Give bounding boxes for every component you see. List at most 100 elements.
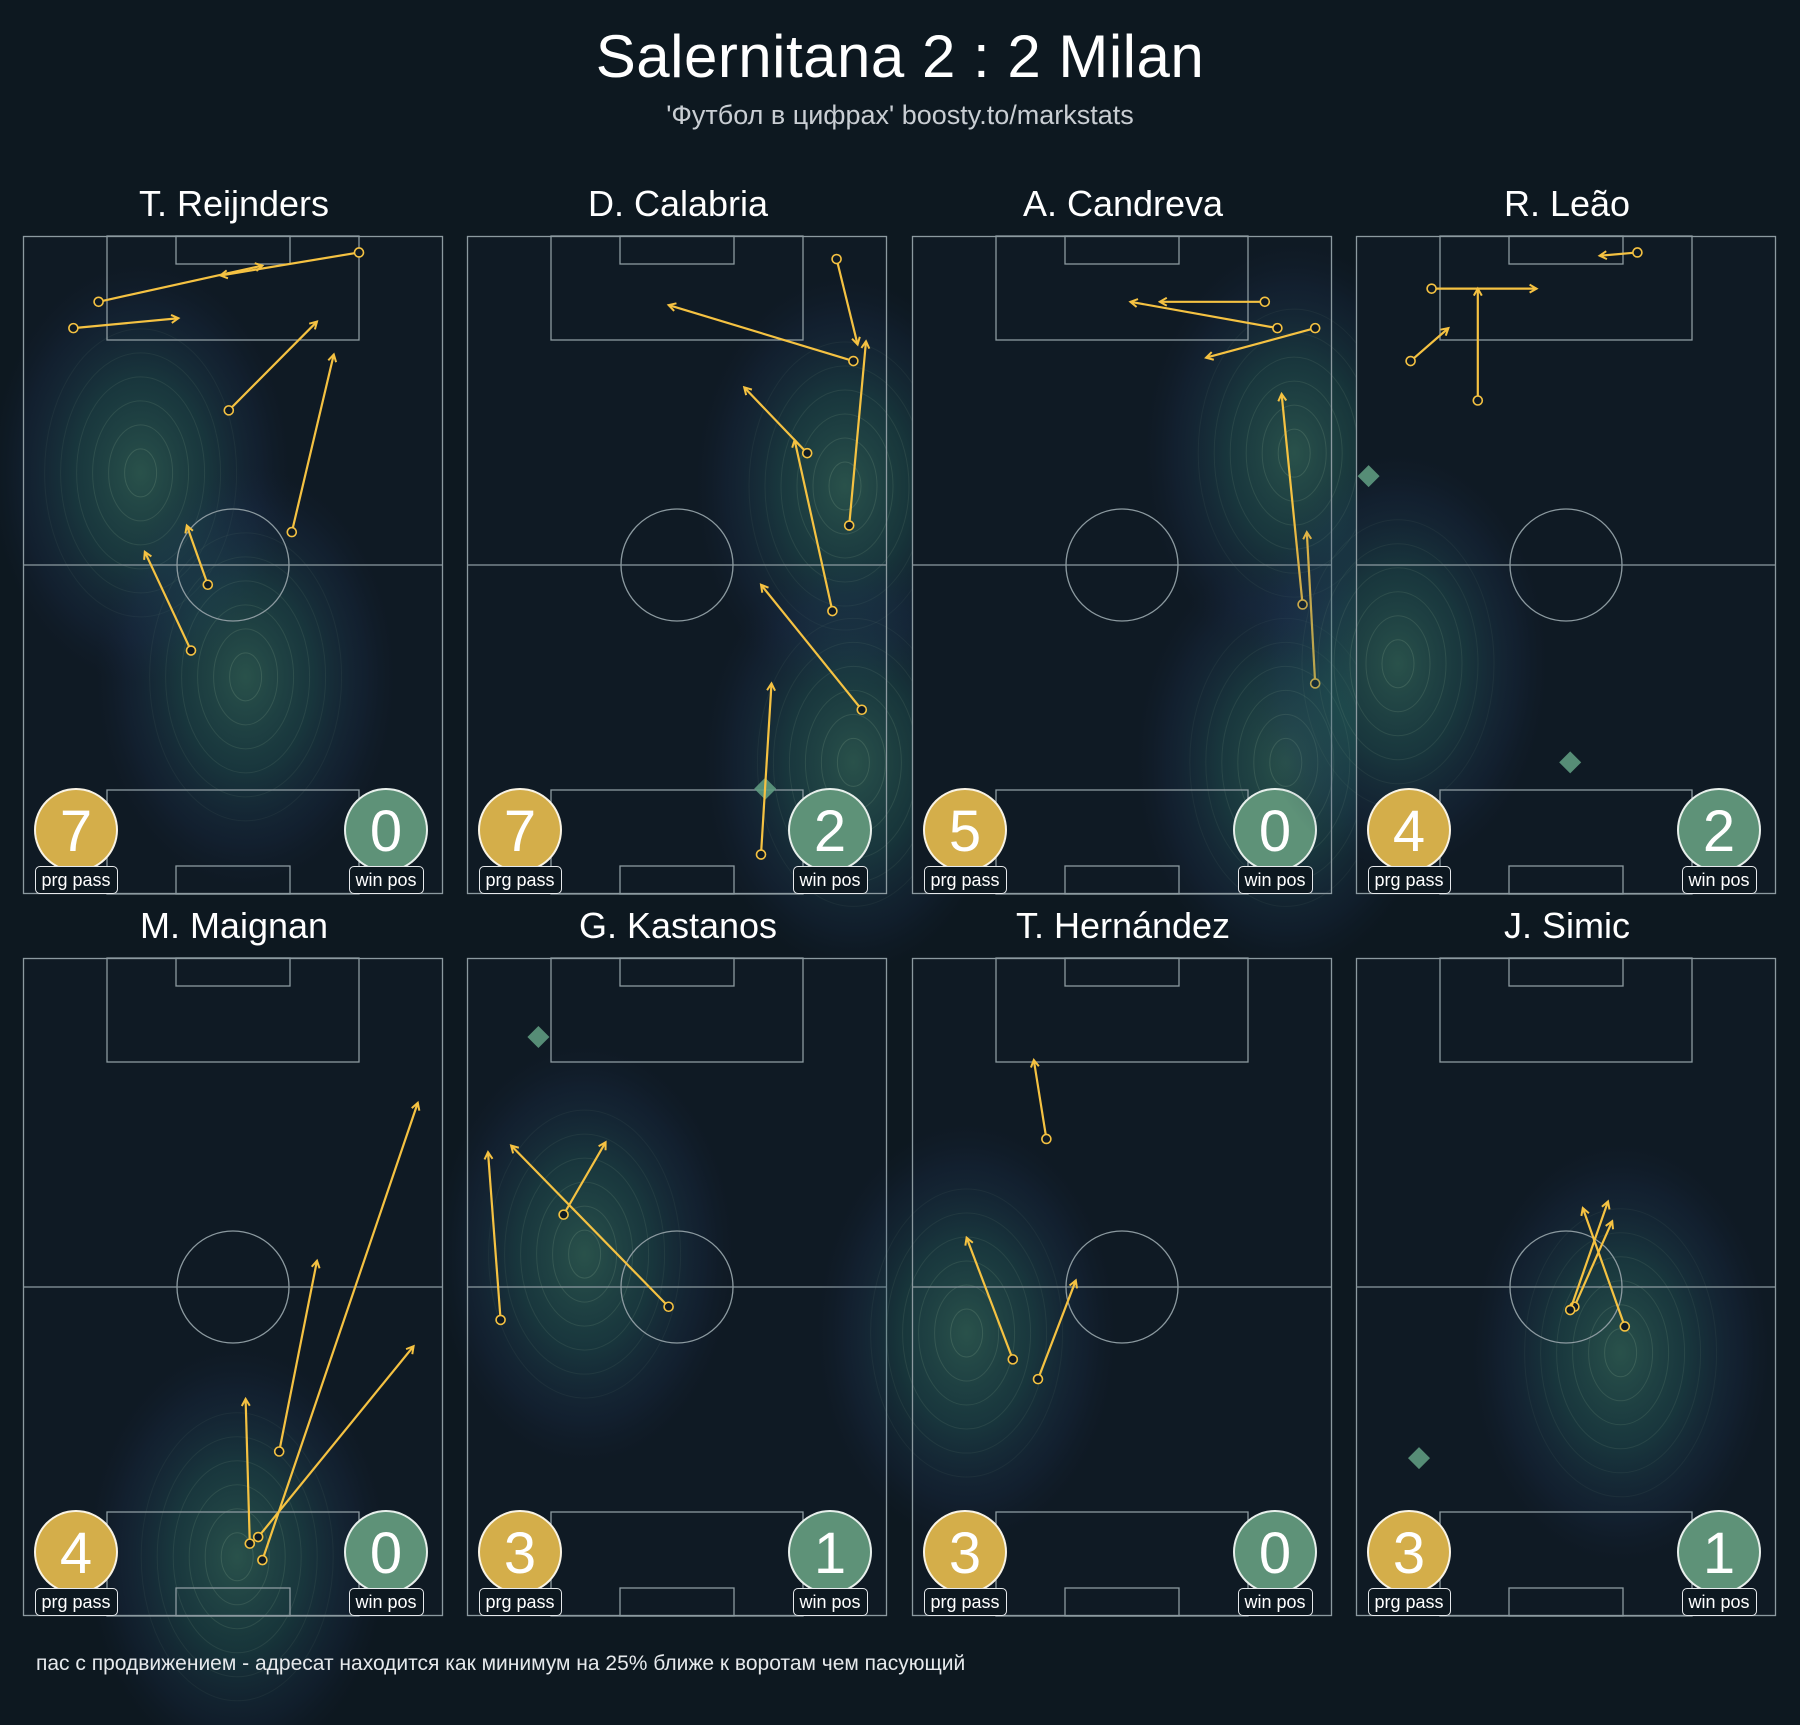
pass-origin — [827, 605, 838, 617]
win-pos-count: 1 — [788, 1510, 872, 1594]
pass-arrow — [488, 1152, 502, 1320]
pass-origin — [244, 1538, 256, 1549]
prg-pass-count: 7 — [34, 788, 118, 872]
goal-area-bottom — [1508, 865, 1624, 895]
pass-origin — [1426, 283, 1437, 294]
win-pos-label: win pos — [348, 1588, 424, 1616]
prg-pass-count: 3 — [1367, 1510, 1451, 1594]
pass-origin — [755, 849, 767, 860]
heat-contour — [1317, 543, 1479, 785]
prg-pass-label: prg pass — [923, 866, 1007, 894]
goal-area-bottom — [619, 1587, 735, 1617]
win-pos-label: win pos — [1237, 866, 1313, 894]
heat-contour — [504, 1133, 666, 1375]
prg-pass-count: 7 — [478, 788, 562, 872]
heat-contour — [213, 628, 279, 726]
win-pos-label: win pos — [1681, 1588, 1757, 1616]
prg-pass-label: prg pass — [478, 1588, 562, 1616]
pitch-chart — [816, 957, 1333, 1617]
pass-arrow — [145, 552, 192, 652]
win-pos-count: 1 — [1677, 1510, 1761, 1594]
win-pos-label: win pos — [792, 866, 868, 894]
pass-origin — [353, 247, 365, 258]
pass-origin — [1632, 247, 1643, 258]
heat-zone — [87, 1346, 388, 1725]
pass-origin — [273, 1446, 285, 1457]
heat-zone — [434, 1044, 735, 1465]
heat-contour — [812, 437, 878, 535]
win-pos-count: 0 — [344, 1510, 428, 1594]
heat-zone — [816, 1123, 1117, 1544]
win-position-marker — [527, 1025, 550, 1048]
pass-origin — [801, 447, 813, 459]
pass-origin — [495, 1314, 506, 1326]
pass-origin — [1272, 322, 1283, 334]
goal-area-top — [619, 957, 735, 987]
heat-contour — [836, 737, 870, 787]
pass-arrow — [562, 1142, 606, 1216]
heat-contour — [204, 1508, 270, 1606]
pitch-chart — [22, 957, 444, 1725]
pass-origin — [1041, 1133, 1052, 1145]
pass-origin — [68, 322, 79, 334]
heat-contour — [488, 1109, 682, 1399]
pitch-chart — [0, 235, 444, 895]
goal-area-bottom — [1064, 1587, 1180, 1617]
pass-origin — [93, 296, 104, 308]
prg-pass-count: 4 — [34, 1510, 118, 1594]
pass-arrow — [73, 318, 178, 330]
pass-arrow — [1600, 252, 1638, 255]
heat-contour — [149, 532, 343, 822]
player-panel: J. Simic 3 1 prg pass win pos — [1355, 905, 1778, 1627]
player-panel: M. Maignan 4 0 prg pass win pos — [22, 905, 445, 1725]
pass-arrow — [511, 1146, 670, 1308]
pass-arrow — [1409, 328, 1449, 362]
heat-contour — [520, 1157, 650, 1351]
win-pos-count: 2 — [1677, 788, 1761, 872]
goal-area-top — [1064, 235, 1180, 265]
pitch-chart — [434, 957, 888, 1617]
heat-contour — [188, 1484, 286, 1630]
player-name: J. Simic — [1504, 905, 1630, 946]
player-name: A. Candreva — [1022, 183, 1224, 224]
center-circle — [176, 508, 290, 622]
win-pos-count: 0 — [344, 788, 428, 872]
heat-contour — [568, 1229, 602, 1279]
heat-contour — [140, 1412, 334, 1702]
heat-contour — [1349, 591, 1447, 737]
player-name: D. Calabria — [587, 183, 769, 224]
pass-arrow — [1036, 1280, 1076, 1380]
heat-contour — [1365, 615, 1431, 713]
pass-arrow — [1573, 1221, 1612, 1308]
pass-arrow — [1583, 1208, 1626, 1327]
prg-pass-count: 3 — [478, 1510, 562, 1594]
heat-contour — [886, 1212, 1048, 1454]
pass-origin — [558, 1209, 569, 1220]
win-position-marker — [1357, 465, 1380, 488]
player-name: M. Maignan — [139, 905, 329, 946]
heat-contour — [536, 1181, 634, 1327]
heat-contour — [918, 1260, 1016, 1406]
prg-pass-label: prg pass — [34, 866, 118, 894]
pass-origin — [1007, 1354, 1019, 1365]
player-name: T. Hernández — [1015, 905, 1231, 946]
pass-arrow — [228, 322, 317, 412]
player-name: T. Reijnders — [138, 183, 330, 224]
win-pos-label: win pos — [792, 1588, 868, 1616]
pass-arrow — [257, 1346, 413, 1538]
heat-contour — [197, 604, 295, 750]
pass-arrow — [759, 683, 772, 855]
prg-pass-label: prg pass — [923, 1588, 1007, 1616]
pass-origin — [1472, 395, 1484, 406]
pass-origin — [252, 1531, 264, 1543]
win-pos-label: win pos — [1681, 866, 1757, 894]
prg-pass-count: 5 — [923, 788, 1007, 872]
player-panel: T. Reijnders 7 0 prg pass win pos — [0, 183, 445, 905]
heat-contour — [870, 1188, 1064, 1478]
pass-arrow — [1130, 302, 1278, 330]
goal-area-bottom — [1064, 865, 1180, 895]
pass-origin — [257, 1554, 268, 1566]
goal-area-top — [1508, 957, 1624, 987]
heat-contour — [1277, 428, 1311, 478]
